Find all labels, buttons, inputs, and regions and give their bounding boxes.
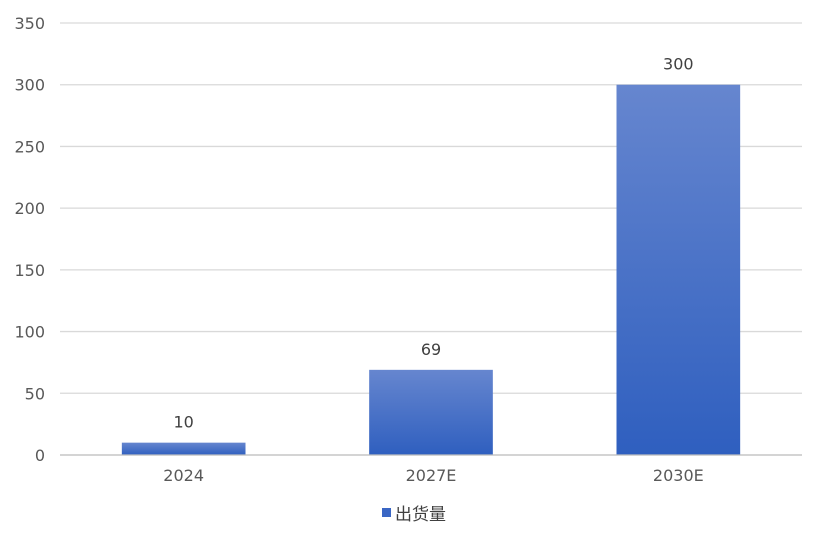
data-labels: 10 69 300 [173, 55, 693, 432]
bar-2027E [369, 369, 493, 455]
y-tick-label: 350 [14, 14, 45, 33]
x-tick-label: 2024 [163, 466, 204, 485]
data-label-2030E: 300 [663, 55, 694, 74]
x-tick-label: 2030E [653, 466, 704, 485]
y-tick-label: 300 [14, 76, 45, 95]
data-label-2024: 10 [173, 413, 193, 432]
data-label-2027E: 69 [421, 340, 441, 359]
bar-2030E [616, 84, 741, 455]
y-tick-label: 250 [14, 137, 45, 156]
y-tick-label: 0 [35, 446, 45, 465]
x-axis-categories: 2024 2027E 2030E [163, 466, 703, 485]
y-tick-label: 150 [14, 261, 45, 280]
bars [60, 84, 802, 456]
y-tick-label: 200 [14, 199, 45, 218]
gridlines [60, 22, 802, 456]
y-axis-ticks: 0 50 100 150 200 250 300 350 [14, 14, 45, 465]
y-tick-label: 50 [25, 384, 45, 403]
x-tick-label: 2027E [406, 466, 457, 485]
y-tick-label: 100 [14, 323, 45, 342]
legend-swatch [382, 508, 391, 517]
bar-2024 [121, 442, 246, 455]
legend: 出货量 [382, 505, 446, 525]
legend-label: 出货量 [395, 505, 446, 525]
